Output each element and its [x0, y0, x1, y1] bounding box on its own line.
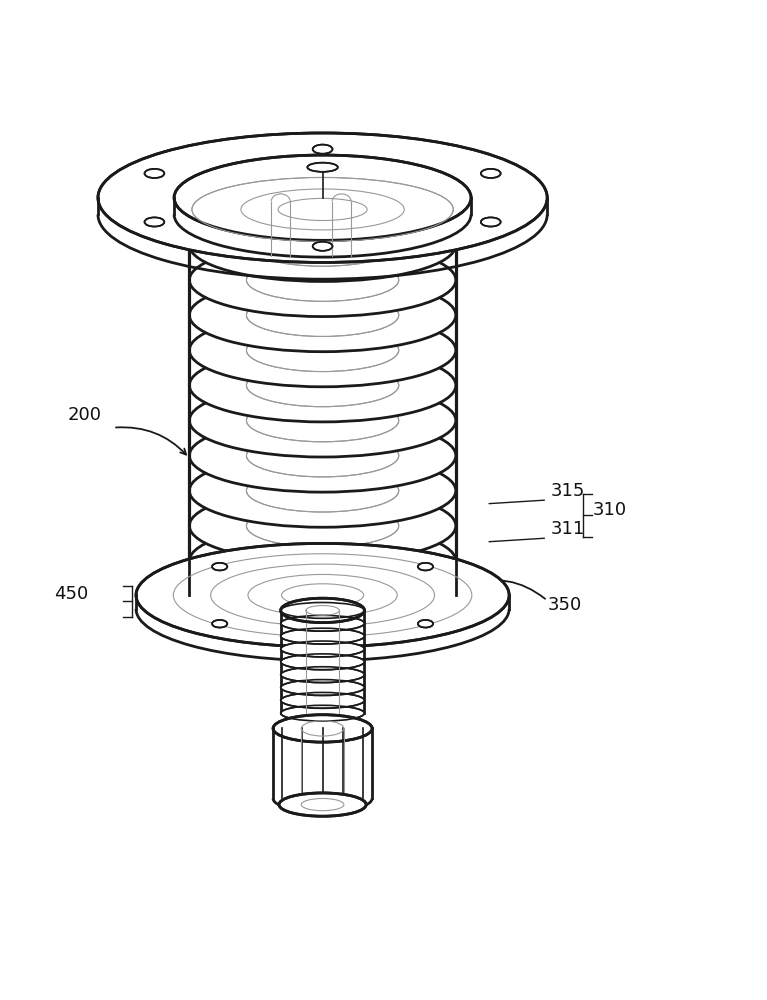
Ellipse shape	[212, 563, 227, 570]
Text: 315: 315	[551, 482, 585, 500]
Ellipse shape	[192, 177, 453, 241]
Ellipse shape	[189, 279, 456, 352]
Ellipse shape	[189, 384, 456, 457]
Ellipse shape	[281, 705, 364, 721]
Ellipse shape	[281, 602, 364, 618]
Ellipse shape	[246, 504, 399, 547]
Ellipse shape	[246, 329, 399, 372]
Ellipse shape	[281, 667, 364, 683]
Text: 350: 350	[547, 596, 581, 614]
Text: 455: 455	[151, 587, 186, 605]
Text: 470: 470	[151, 602, 186, 620]
Ellipse shape	[212, 620, 227, 628]
Ellipse shape	[246, 399, 399, 442]
Ellipse shape	[246, 259, 399, 301]
Ellipse shape	[308, 163, 337, 172]
Ellipse shape	[98, 133, 547, 262]
Ellipse shape	[246, 540, 399, 582]
Ellipse shape	[246, 224, 399, 266]
Ellipse shape	[281, 680, 364, 695]
Text: 451: 451	[151, 571, 186, 589]
Text: 311: 311	[551, 520, 585, 538]
Ellipse shape	[281, 641, 364, 657]
Ellipse shape	[273, 715, 372, 742]
Ellipse shape	[189, 419, 456, 492]
Text: 200: 200	[67, 406, 101, 424]
Ellipse shape	[136, 543, 509, 647]
Ellipse shape	[313, 145, 332, 154]
Ellipse shape	[481, 169, 501, 178]
Ellipse shape	[418, 620, 433, 628]
Ellipse shape	[246, 434, 399, 477]
Ellipse shape	[144, 169, 164, 178]
Ellipse shape	[189, 243, 456, 317]
Ellipse shape	[279, 793, 366, 816]
Ellipse shape	[189, 349, 456, 422]
Ellipse shape	[481, 217, 501, 227]
Ellipse shape	[281, 615, 364, 631]
Text: 310: 310	[593, 501, 627, 519]
Ellipse shape	[189, 208, 456, 281]
Ellipse shape	[246, 469, 399, 512]
Ellipse shape	[189, 454, 456, 527]
Ellipse shape	[144, 217, 164, 227]
Ellipse shape	[189, 314, 456, 387]
Text: 450: 450	[54, 585, 89, 603]
Ellipse shape	[281, 692, 364, 708]
Ellipse shape	[174, 155, 471, 240]
Ellipse shape	[313, 242, 332, 251]
Ellipse shape	[281, 598, 364, 623]
Ellipse shape	[246, 364, 399, 407]
Ellipse shape	[189, 524, 456, 597]
Ellipse shape	[189, 489, 456, 562]
Ellipse shape	[246, 294, 399, 336]
Ellipse shape	[281, 628, 364, 644]
Ellipse shape	[418, 563, 433, 570]
Ellipse shape	[281, 654, 364, 670]
Text: 1000: 1000	[261, 138, 324, 158]
